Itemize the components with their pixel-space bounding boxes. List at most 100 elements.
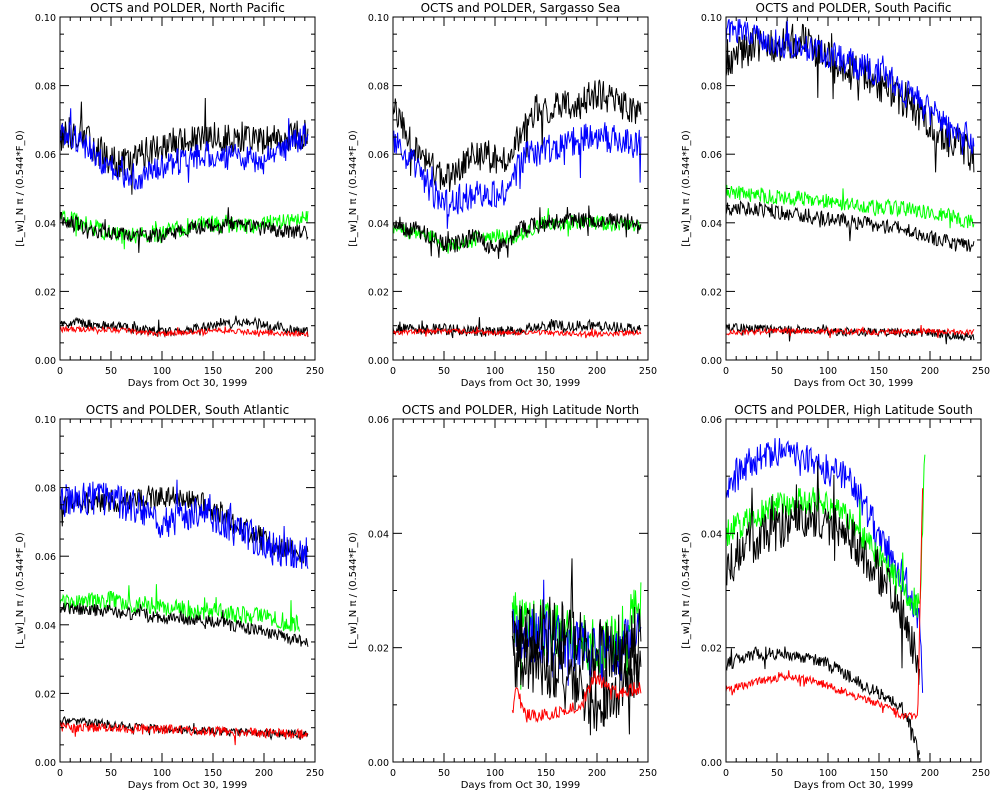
x-tick-label: 0 <box>57 366 63 377</box>
series-line-green-mid <box>726 184 975 229</box>
series-group <box>726 438 926 762</box>
y-tick-label: 0.08 <box>368 82 389 93</box>
x-tick-label: 50 <box>438 366 450 377</box>
x-tick-label: 250 <box>972 366 990 377</box>
series-line-blue-high <box>393 122 642 229</box>
series-group <box>511 558 642 736</box>
series-line-black-high <box>60 97 309 195</box>
x-tick-label: 200 <box>921 768 939 779</box>
series-line-red-low <box>60 324 309 338</box>
x-tick-label: 0 <box>57 768 63 779</box>
series-line-black-mid <box>726 199 975 252</box>
panel-south-pacific: OCTS and POLDER, South Pacific Days from… <box>681 1 990 389</box>
x-tick-label: 150 <box>204 366 222 377</box>
series-line-green-mid <box>393 208 642 254</box>
y-tick-label: 0.06 <box>368 150 389 161</box>
x-axis-label: Days from Oct 30, 1999 <box>128 378 248 389</box>
panel-sargasso-sea: OCTS and POLDER, Sargasso Sea Days from … <box>348 1 657 389</box>
series-line-green <box>726 454 926 618</box>
x-tick-label: 250 <box>306 768 324 779</box>
y-tick-label: 0.02 <box>368 287 389 298</box>
x-tick-label: 150 <box>204 768 222 779</box>
series-group <box>726 18 975 345</box>
x-tick-label: 0 <box>390 768 396 779</box>
series-line-black-mid <box>60 602 309 647</box>
y-tick-label: 0.04 <box>368 219 389 230</box>
x-tick-label: 50 <box>771 768 783 779</box>
y-axis-label: [L_w]_N π / (0.544*F_0) <box>681 532 692 649</box>
y-tick-label: 0.02 <box>701 287 722 298</box>
y-tick-label: 0.04 <box>701 529 722 540</box>
panel-title: OCTS and POLDER, North Pacific <box>90 1 285 15</box>
x-tick-label: 150 <box>870 768 888 779</box>
y-tick-label: 0.00 <box>701 356 722 367</box>
y-tick-label: 0.04 <box>368 529 389 540</box>
y-tick-label: 0.08 <box>35 82 56 93</box>
series-group <box>60 479 309 746</box>
series-line-red <box>726 488 924 720</box>
x-tick-label: 250 <box>972 768 990 779</box>
y-axis-label: [L_w]_N π / (0.544*F_0) <box>15 532 26 649</box>
y-tick-label: 0.06 <box>368 415 389 426</box>
y-tick-label: 0.10 <box>701 13 722 24</box>
x-tick-label: 100 <box>819 366 837 377</box>
series-line-black-b <box>726 646 920 762</box>
series-group <box>393 79 642 339</box>
series-line-black-b <box>511 634 642 735</box>
y-tick-label: 0.00 <box>368 758 389 769</box>
series-line-red-low <box>726 324 975 339</box>
x-axis-label: Days from Oct 30, 1999 <box>128 780 248 791</box>
x-tick-label: 100 <box>486 366 504 377</box>
x-tick-label: 100 <box>153 768 171 779</box>
panel-title: OCTS and POLDER, High Latitude South <box>734 403 973 417</box>
plot-frame <box>725 418 982 763</box>
series-line-red <box>511 670 642 724</box>
series-line-green-mid <box>60 209 309 250</box>
y-tick-label: 0.00 <box>701 758 722 769</box>
series-group <box>60 97 309 339</box>
x-tick-label: 250 <box>639 366 657 377</box>
x-tick-label: 100 <box>819 768 837 779</box>
series-line-black-a <box>511 558 642 736</box>
x-tick-label: 200 <box>588 366 606 377</box>
x-tick-label: 0 <box>723 768 729 779</box>
y-tick-label: 0.06 <box>701 150 722 161</box>
plot-frame <box>59 418 316 763</box>
y-tick-label: 0.04 <box>35 621 56 632</box>
y-tick-label: 0.08 <box>701 82 722 93</box>
x-tick-label: 150 <box>537 366 555 377</box>
series-line-blue <box>726 438 924 693</box>
y-tick-label: 0.06 <box>35 150 56 161</box>
y-tick-label: 0.02 <box>701 644 722 655</box>
panel-title: OCTS and POLDER, Sargasso Sea <box>421 1 621 15</box>
y-tick-label: 0.00 <box>35 356 56 367</box>
series-line-red-low <box>60 721 309 746</box>
y-tick-label: 0.10 <box>35 415 56 426</box>
panel-title: OCTS and POLDER, South Pacific <box>756 1 952 15</box>
x-tick-label: 0 <box>723 366 729 377</box>
x-tick-label: 200 <box>255 366 273 377</box>
x-axis-label: Days from Oct 30, 1999 <box>794 378 914 389</box>
x-tick-label: 250 <box>639 768 657 779</box>
series-line-black-high <box>60 485 309 566</box>
series-line-green-mid <box>60 584 300 633</box>
x-tick-label: 250 <box>306 366 324 377</box>
series-line-black-low <box>393 317 642 339</box>
x-tick-label: 150 <box>870 366 888 377</box>
y-tick-label: 0.10 <box>368 13 389 24</box>
y-tick-label: 0.02 <box>368 644 389 655</box>
series-line-black-low <box>726 322 975 345</box>
y-tick-label: 0.06 <box>35 552 56 563</box>
x-tick-label: 50 <box>105 768 117 779</box>
series-line-red-low <box>393 326 642 339</box>
x-tick-label: 50 <box>105 366 117 377</box>
panel-title: OCTS and POLDER, High Latitude North <box>402 403 639 417</box>
y-tick-label: 0.02 <box>35 287 56 298</box>
y-tick-label: 0.02 <box>35 689 56 700</box>
y-tick-label: 0.04 <box>701 219 722 230</box>
x-axis-label: Days from Oct 30, 1999 <box>794 780 914 791</box>
panel-title: OCTS and POLDER, South Atlantic <box>86 403 289 417</box>
x-tick-label: 200 <box>921 366 939 377</box>
series-line-black-a <box>726 460 920 685</box>
